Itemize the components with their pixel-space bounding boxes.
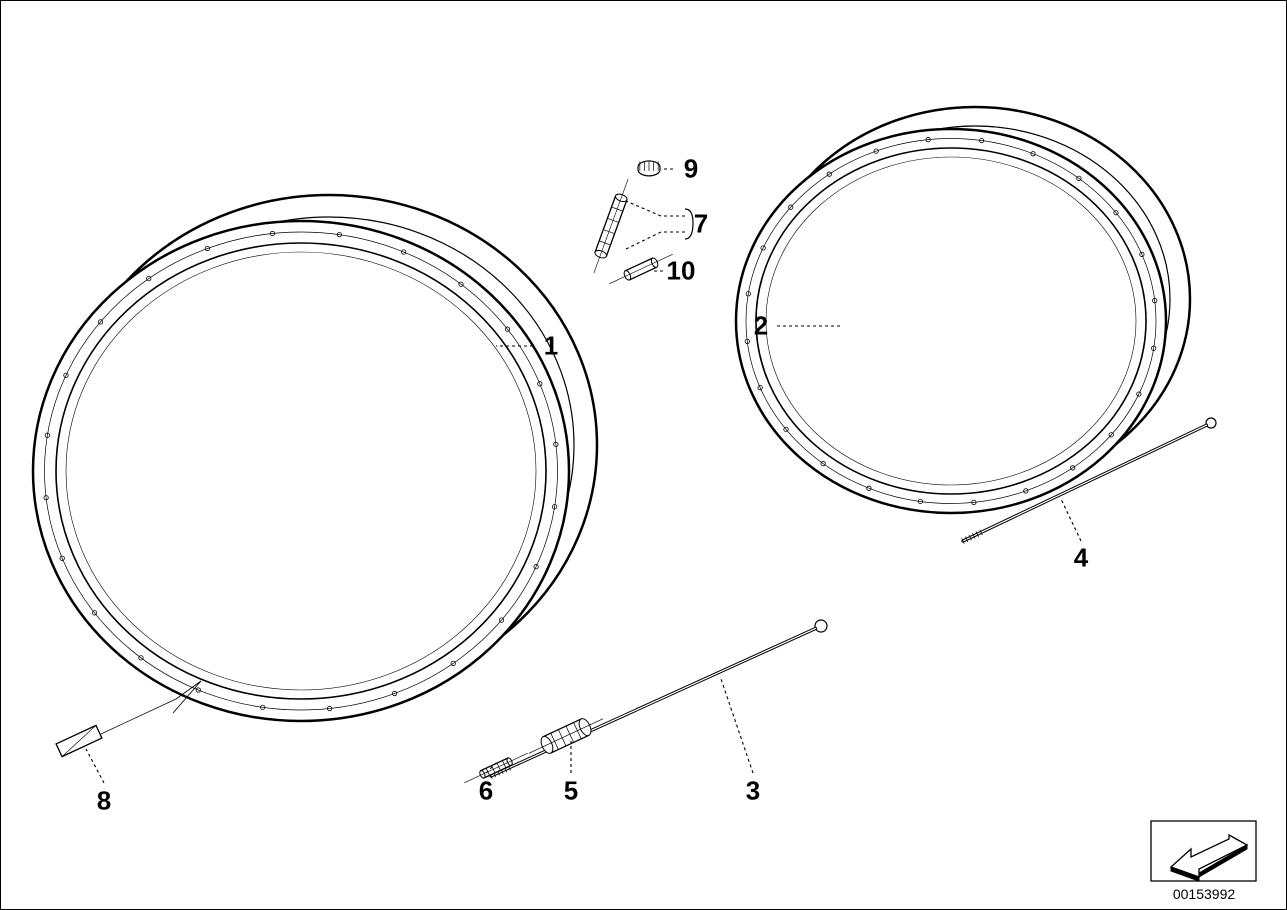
part-label-10: 10: [667, 256, 696, 287]
part-label-6: 6: [479, 776, 493, 807]
part-label-7: 7: [694, 209, 708, 240]
diagram-svg: [1, 1, 1287, 910]
diagram-number: 00153992: [1173, 886, 1235, 902]
part-label-2: 2: [754, 311, 768, 342]
part-label-9: 9: [684, 154, 698, 185]
part-label-4: 4: [1074, 543, 1088, 574]
parts-diagram: 1 2 3 4 5 6 7 8 9 10 00153992: [0, 0, 1287, 910]
part-label-8: 8: [97, 786, 111, 817]
part-label-1: 1: [544, 331, 558, 362]
part-label-5: 5: [564, 776, 578, 807]
part-label-3: 3: [746, 776, 760, 807]
